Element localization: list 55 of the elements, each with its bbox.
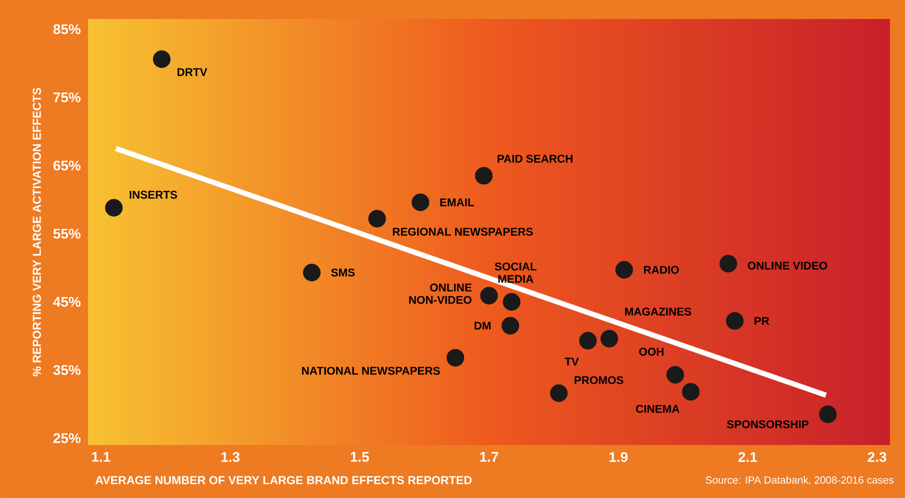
annotation: SMS (331, 268, 355, 276)
x-tick-label: 1.3 (221, 452, 240, 462)
source-note: Source: IPA Databank, 2008-2016 cases (706, 476, 894, 485)
y-tick-label: 25% (53, 433, 81, 444)
annotation: PAID SEARCH (498, 154, 572, 163)
point (105, 198, 123, 217)
x-tick-label: 1.9 (610, 452, 628, 462)
annotation: DRTV (178, 68, 208, 76)
point (502, 293, 520, 311)
y-tick-label: 45% (53, 296, 81, 307)
annotation: TV (564, 358, 579, 366)
point (615, 261, 633, 279)
point (368, 210, 386, 228)
x-tick-label: 1.1 (92, 452, 110, 462)
x-tick-label: 1.7 (480, 452, 498, 462)
annotation: REGIONAL NEWSPAPERS (392, 228, 533, 236)
point (819, 406, 837, 424)
point (666, 366, 684, 384)
annotation: SOCIAL MEDIA (494, 262, 536, 283)
annotation: DM (474, 322, 491, 330)
y-tick-label: 65% (53, 160, 81, 170)
annotation: EMAIL (440, 198, 474, 206)
point (720, 254, 738, 272)
x-tick-label: 2.3 (868, 452, 886, 462)
annotation: OOH (639, 348, 664, 356)
y-axis-title: % REPORTING VERY LARGE ACTIVATION EFFECTS (32, 88, 41, 376)
point (152, 50, 171, 68)
annotation: CINEMA (636, 404, 680, 413)
annotation: MAGAZINES (625, 308, 692, 316)
y-tick-label: 85% (53, 24, 81, 34)
point (475, 166, 493, 185)
x-axis-title: AVERAGE NUMBER OF VERY LARGE BRAND EFFECTS REPORTED (95, 476, 472, 484)
annotation: ONLINE NON-VIDEO (409, 284, 472, 304)
x-tick-label: 1.5 (350, 452, 369, 462)
point (412, 194, 430, 212)
annotation: ONLINE VIDEO (748, 262, 828, 270)
point (579, 332, 597, 350)
point (446, 348, 464, 367)
point (600, 330, 618, 348)
point (550, 384, 568, 402)
point (682, 383, 700, 401)
y-tick-label: 35% (53, 365, 81, 375)
y-tick-label: 75% (54, 92, 81, 102)
point (302, 264, 321, 282)
point (480, 286, 498, 305)
point (726, 312, 744, 330)
x-tick-label: 2.1 (738, 452, 758, 462)
y-tick-label: 55% (53, 228, 81, 239)
annotation: INSERTS (130, 190, 178, 199)
annotation: PROMOS (574, 376, 624, 384)
point (502, 316, 520, 335)
annotation: SPONSORSHIP (727, 420, 808, 428)
annotation: RADIO (644, 266, 679, 274)
annotation: PR (754, 317, 770, 325)
annotation: NATIONAL NEWSPAPERS (302, 366, 440, 375)
